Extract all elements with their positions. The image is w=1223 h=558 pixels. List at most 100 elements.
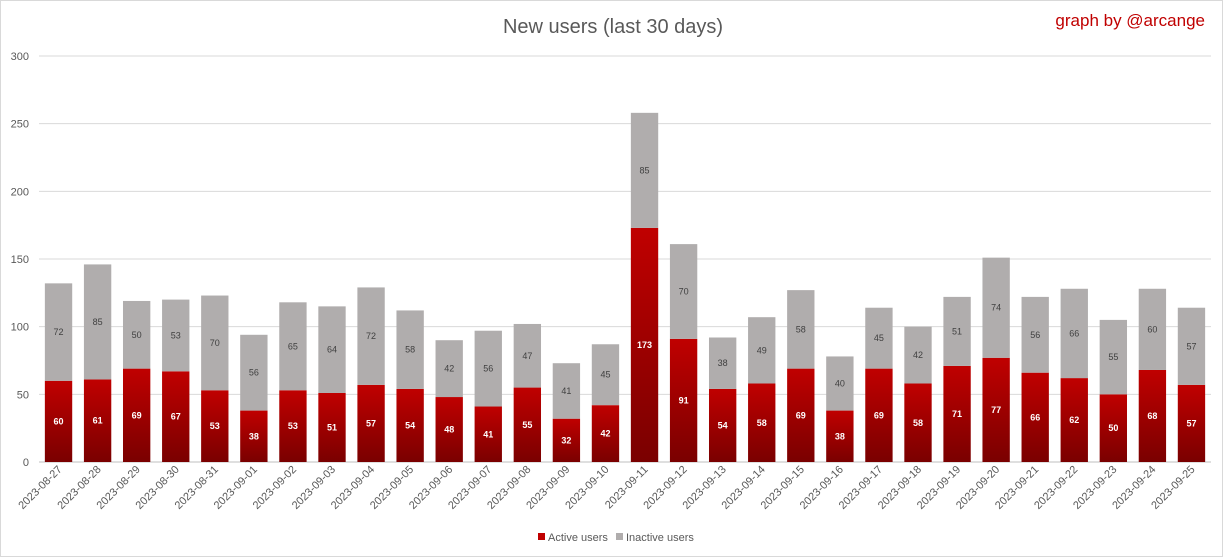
bar-inactive xyxy=(904,326,932,384)
bar-active xyxy=(396,388,424,462)
bar-active xyxy=(982,357,1010,462)
bar-active xyxy=(669,338,698,462)
bar-inactive xyxy=(1099,319,1128,395)
data-label-inactive: 64 xyxy=(327,345,337,355)
bar-inactive xyxy=(474,330,502,407)
y-tick-label: 250 xyxy=(11,119,29,131)
legend-swatch-active xyxy=(538,533,545,540)
data-label-inactive: 85 xyxy=(640,165,650,175)
y-tick-label: 200 xyxy=(11,186,29,198)
data-label-inactive: 70 xyxy=(210,338,220,348)
data-label-active: 62 xyxy=(1069,415,1079,425)
y-axis-ticks: 0 50 100 150 200 250 300 xyxy=(11,51,29,469)
data-label-inactive: 49 xyxy=(757,345,767,355)
data-label-inactive: 74 xyxy=(991,303,1001,313)
gridlines xyxy=(39,55,1211,463)
legend: Active users Inactive users xyxy=(538,532,694,544)
data-label-inactive: 42 xyxy=(444,364,454,374)
data-label-inactive: 72 xyxy=(54,327,64,337)
data-label-inactive: 58 xyxy=(796,324,806,334)
data-label-active: 69 xyxy=(874,410,884,420)
bar-inactive xyxy=(162,299,190,372)
bar-active xyxy=(865,368,893,462)
data-label-active: 58 xyxy=(757,418,767,428)
bar-active xyxy=(748,383,776,462)
bar-inactive xyxy=(943,296,971,366)
bar-inactive xyxy=(513,323,542,388)
data-label-active: 54 xyxy=(718,420,728,430)
bar-inactive xyxy=(1138,288,1167,370)
bar-inactive xyxy=(201,295,229,391)
bar-active xyxy=(1021,372,1049,462)
data-label-inactive: 58 xyxy=(405,345,415,355)
data-label-inactive: 51 xyxy=(952,326,962,336)
bar-active xyxy=(943,365,971,462)
y-tick-label: 300 xyxy=(11,51,29,63)
bar-inactive xyxy=(122,300,151,369)
bar-inactive xyxy=(396,310,424,389)
bar-active xyxy=(357,384,385,462)
data-label-inactive: 56 xyxy=(483,364,493,374)
bar-active xyxy=(826,410,854,462)
data-label-active: 67 xyxy=(171,412,181,422)
bar-inactive xyxy=(44,283,73,381)
bar-inactive xyxy=(318,306,346,393)
bar-active xyxy=(630,227,659,462)
data-label-inactive: 85 xyxy=(93,317,103,327)
bar-inactive xyxy=(748,317,776,384)
data-label-inactive: 65 xyxy=(288,341,298,351)
data-label-active: 57 xyxy=(1186,418,1196,428)
bar-inactive xyxy=(552,363,581,419)
bar-inactive xyxy=(787,290,815,369)
data-label-active: 53 xyxy=(288,421,298,431)
data-label-inactive: 70 xyxy=(679,286,689,296)
data-label-inactive: 45 xyxy=(600,370,610,380)
data-label-inactive: 42 xyxy=(913,350,923,360)
data-label-active: 71 xyxy=(952,409,962,419)
data-label-inactive: 57 xyxy=(1186,341,1196,351)
data-label-inactive: 56 xyxy=(249,368,259,378)
data-label-active: 66 xyxy=(1030,412,1040,422)
data-label-active: 57 xyxy=(366,418,376,428)
bar-inactive xyxy=(630,112,659,228)
bar-inactive xyxy=(591,344,620,406)
bar-active xyxy=(591,405,620,462)
x-axis-ticks: 2023-08-272023-08-282023-08-292023-08-30… xyxy=(16,464,1197,512)
bar-active xyxy=(279,390,307,462)
data-label-active: 50 xyxy=(1108,423,1118,433)
bar-active xyxy=(122,368,151,462)
y-tick-label: 0 xyxy=(23,457,29,469)
data-label-active: 69 xyxy=(796,410,806,420)
bar-inactive xyxy=(865,307,893,369)
data-label-active: 91 xyxy=(679,395,689,405)
bar-inactive xyxy=(435,340,463,398)
bar-inactive xyxy=(357,287,385,385)
data-label-active: 53 xyxy=(210,421,220,431)
data-label-inactive: 56 xyxy=(1030,330,1040,340)
bar-active xyxy=(201,390,229,462)
data-label-active: 61 xyxy=(93,416,103,426)
data-label-inactive: 50 xyxy=(132,330,142,340)
legend-label-active: Active users xyxy=(548,532,608,544)
bar-active xyxy=(1060,378,1088,462)
bar-active xyxy=(904,383,932,462)
data-label-active: 173 xyxy=(637,340,652,350)
data-label-active: 68 xyxy=(1147,411,1157,421)
data-label-inactive: 45 xyxy=(874,333,884,343)
bar-active xyxy=(474,406,502,462)
bar-inactive xyxy=(669,244,698,339)
data-label-inactive: 40 xyxy=(835,379,845,389)
bar-active xyxy=(83,379,112,462)
bar-active xyxy=(552,418,581,462)
bar-active xyxy=(1099,394,1128,462)
bar-inactive xyxy=(826,356,854,411)
chart-credit: graph by @arcange xyxy=(1055,11,1205,30)
bar-inactive xyxy=(83,264,112,380)
data-label-inactive: 41 xyxy=(561,386,571,396)
bar-active xyxy=(1138,369,1167,462)
chart-title: New users (last 30 days) xyxy=(503,16,723,38)
bar-active xyxy=(1177,384,1206,462)
bar-inactive xyxy=(708,337,737,389)
